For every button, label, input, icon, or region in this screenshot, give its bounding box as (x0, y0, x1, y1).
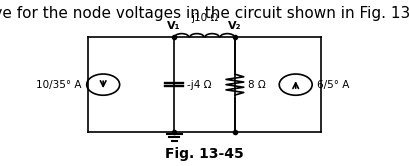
Text: 6/5° A: 6/5° A (317, 80, 350, 90)
Text: j10 Ω: j10 Ω (191, 13, 218, 23)
Text: Solve for the node voltages in the circuit shown in Fig. 13-45.: Solve for the node voltages in the circu… (0, 6, 409, 21)
Text: V₂: V₂ (228, 21, 242, 31)
Text: -j4 Ω: -j4 Ω (187, 80, 211, 90)
Text: 8 Ω: 8 Ω (247, 80, 265, 90)
Text: 10/35° A: 10/35° A (36, 80, 82, 90)
Text: Fig. 13-45: Fig. 13-45 (165, 147, 244, 161)
Text: V₁: V₁ (167, 21, 181, 31)
